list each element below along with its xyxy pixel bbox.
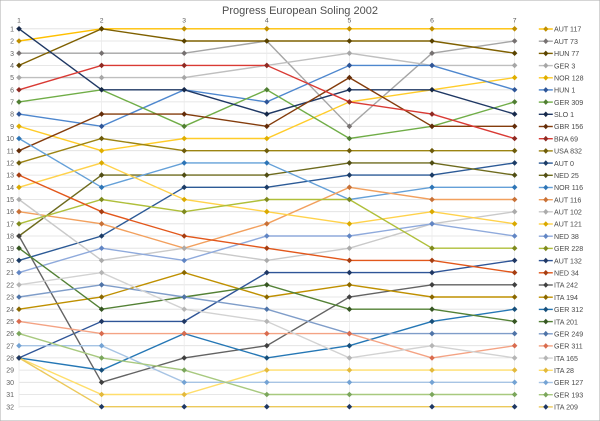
svg-text:8: 8 — [10, 112, 14, 119]
svg-text:NED 25: NED 25 — [554, 172, 579, 180]
svg-text:28: 28 — [6, 356, 14, 363]
svg-text:26: 26 — [6, 331, 14, 338]
svg-text:BRA 69: BRA 69 — [554, 135, 578, 143]
svg-text:4: 4 — [265, 17, 269, 24]
svg-text:HUN 77: HUN 77 — [554, 50, 579, 58]
svg-text:32: 32 — [6, 404, 14, 411]
svg-text:ITA 242: ITA 242 — [554, 282, 578, 290]
svg-text:2: 2 — [100, 17, 104, 24]
svg-text:NED 34: NED 34 — [554, 270, 579, 278]
svg-text:ITA 165: ITA 165 — [554, 355, 578, 363]
svg-text:AUT 102: AUT 102 — [554, 209, 582, 217]
svg-text:7: 7 — [513, 17, 517, 24]
svg-text:GER 3: GER 3 — [554, 62, 575, 70]
svg-text:9: 9 — [10, 124, 14, 131]
svg-text:GER 311: GER 311 — [554, 343, 583, 351]
svg-text:5: 5 — [348, 17, 352, 24]
svg-text:SLO 1: SLO 1 — [554, 111, 574, 119]
svg-text:USA 832: USA 832 — [554, 148, 582, 156]
svg-text:AUT 121: AUT 121 — [554, 221, 582, 229]
svg-text:NOR 128: NOR 128 — [554, 75, 584, 83]
svg-text:24: 24 — [6, 307, 14, 314]
svg-text:13: 13 — [6, 173, 14, 180]
svg-text:17: 17 — [6, 221, 14, 228]
svg-text:GER 127: GER 127 — [554, 379, 583, 387]
svg-text:ITA 201: ITA 201 — [554, 318, 578, 326]
svg-text:3: 3 — [10, 51, 14, 58]
svg-text:ITA 209: ITA 209 — [554, 404, 578, 412]
svg-text:3: 3 — [182, 17, 186, 24]
svg-text:NOR 116: NOR 116 — [554, 184, 583, 192]
svg-text:6: 6 — [430, 17, 434, 24]
svg-text:30: 30 — [6, 380, 14, 387]
svg-text:GER 309: GER 309 — [554, 99, 583, 107]
svg-text:ITA 194: ITA 194 — [554, 294, 578, 302]
svg-text:19: 19 — [6, 246, 14, 253]
svg-text:AUT 132: AUT 132 — [554, 257, 582, 265]
svg-text:22: 22 — [6, 282, 14, 289]
svg-text:10: 10 — [6, 136, 14, 143]
svg-text:31: 31 — [6, 392, 14, 399]
svg-text:AUT 73: AUT 73 — [554, 38, 578, 46]
svg-text:18: 18 — [6, 234, 14, 241]
svg-text:AUT 116: AUT 116 — [554, 196, 581, 204]
svg-text:GER 228: GER 228 — [554, 245, 583, 253]
svg-text:GER 193: GER 193 — [554, 391, 583, 399]
svg-text:1: 1 — [10, 26, 14, 33]
svg-text:GER 312: GER 312 — [554, 306, 583, 314]
svg-text:29: 29 — [6, 368, 14, 375]
svg-text:6: 6 — [10, 87, 14, 94]
svg-text:27: 27 — [6, 343, 14, 350]
svg-text:Progress European Soling 2002: Progress European Soling 2002 — [222, 5, 378, 17]
svg-text:23: 23 — [6, 295, 14, 302]
svg-text:2: 2 — [10, 39, 14, 46]
svg-text:16: 16 — [6, 209, 14, 216]
svg-text:25: 25 — [6, 319, 14, 326]
svg-text:AUT 117: AUT 117 — [554, 26, 581, 34]
svg-text:GBR 156: GBR 156 — [554, 123, 583, 131]
svg-text:GER 249: GER 249 — [554, 330, 583, 338]
svg-text:4: 4 — [10, 63, 14, 70]
svg-text:21: 21 — [6, 270, 14, 277]
svg-text:1: 1 — [17, 17, 21, 24]
svg-text:20: 20 — [6, 258, 14, 265]
svg-text:12: 12 — [6, 161, 14, 168]
svg-text:AUT 0: AUT 0 — [554, 160, 574, 168]
svg-text:15: 15 — [6, 197, 14, 204]
svg-text:7: 7 — [10, 100, 14, 107]
svg-text:14: 14 — [6, 185, 14, 192]
svg-text:11: 11 — [7, 148, 14, 155]
svg-text:ITA 28: ITA 28 — [554, 367, 574, 375]
svg-text:HUN 1: HUN 1 — [554, 87, 575, 95]
svg-text:NED 38: NED 38 — [554, 233, 579, 241]
svg-text:5: 5 — [10, 75, 14, 82]
